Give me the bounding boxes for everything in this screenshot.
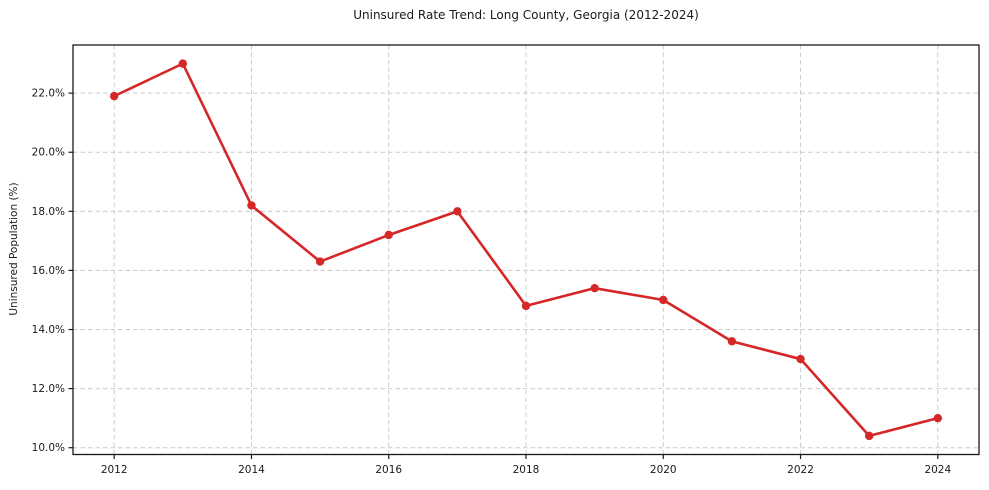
data-point xyxy=(659,295,668,305)
y-tick-label: 12.0% xyxy=(32,383,65,395)
y-tick-label: 18.0% xyxy=(32,206,65,218)
data-point xyxy=(109,91,119,101)
data-point xyxy=(590,283,599,293)
data-point xyxy=(247,201,256,210)
x-tick-label: 2022 xyxy=(787,464,814,476)
y-tick-label: 20.0% xyxy=(32,147,65,159)
x-tick-label: 2020 xyxy=(650,464,677,476)
x-tick-label: 2012 xyxy=(101,464,128,476)
data-point xyxy=(178,59,188,68)
x-tick-label: 2016 xyxy=(375,464,402,476)
data-point xyxy=(315,257,325,266)
data-point xyxy=(453,207,462,216)
x-tick-label: 2018 xyxy=(513,464,540,476)
y-tick-label: 16.0% xyxy=(32,265,65,277)
y-tick-label: 22.0% xyxy=(32,88,65,100)
data-point xyxy=(727,337,737,346)
y-tick-label: 10.0% xyxy=(32,442,65,454)
data-point xyxy=(384,230,393,240)
chart-title: Uninsured Rate Trend: Long County, Georg… xyxy=(353,8,699,22)
x-tick-label: 2014 xyxy=(238,464,265,476)
data-point xyxy=(864,431,874,441)
data-point xyxy=(933,413,943,423)
data-point xyxy=(796,354,805,364)
x-tick-label: 2024 xyxy=(924,464,951,476)
data-point xyxy=(521,301,531,311)
y-tick-label: 14.0% xyxy=(32,324,65,336)
